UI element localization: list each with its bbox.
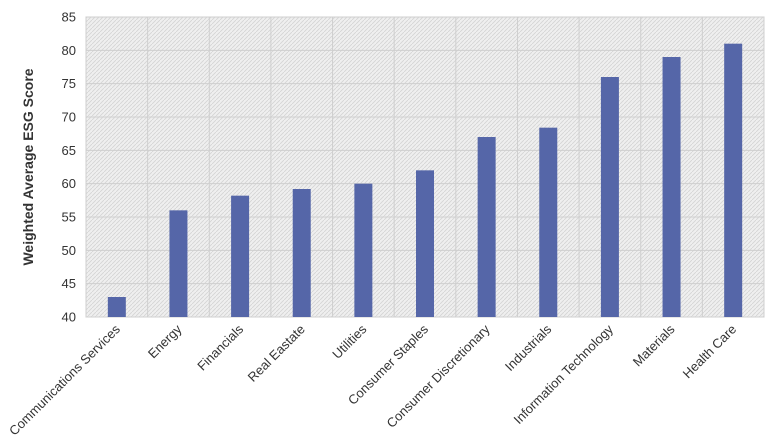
y-tick-label: 85 <box>62 10 76 25</box>
x-tick-label: Communications Services <box>6 321 123 438</box>
gridlines <box>85 16 765 318</box>
y-axis-label: Weighted Average ESG Score <box>20 68 36 265</box>
y-tick-label: 45 <box>62 276 76 291</box>
x-tick-label: Real Eastate <box>245 322 308 385</box>
x-tick-label: Health Care <box>680 322 740 382</box>
bar <box>354 183 373 317</box>
x-tick-label: Materials <box>630 321 678 369</box>
bar <box>292 189 311 317</box>
bar <box>662 57 681 317</box>
x-tick-label: Consumer Discretionary <box>384 321 494 431</box>
y-tick-label: 65 <box>62 143 76 158</box>
y-axis-ticks: 40 45 50 55 60 65 70 75 80 85 <box>62 10 76 325</box>
x-tick-label: Utilities <box>329 321 370 362</box>
x-axis-ticks: Communications Services Energy FinancialsR… <box>6 321 739 438</box>
y-tick-label: 75 <box>62 76 76 91</box>
bar <box>231 195 250 317</box>
x-tick-label: Information Technology <box>511 321 617 427</box>
x-tick-label: Industrials <box>502 321 555 374</box>
bar <box>724 43 743 318</box>
y-tick-label: 60 <box>62 176 76 191</box>
x-tick-label: Financials <box>194 321 246 373</box>
y-tick-label: 40 <box>62 310 76 325</box>
bar <box>539 127 558 318</box>
bars <box>107 43 743 318</box>
y-tick-label: 80 <box>62 43 76 58</box>
y-tick-label: 55 <box>62 210 76 225</box>
y-tick-label: 50 <box>62 243 76 258</box>
x-tick-label: Energy <box>145 321 185 361</box>
bar <box>416 170 434 317</box>
y-tick-label: 70 <box>62 110 76 125</box>
bar <box>169 210 188 317</box>
bar <box>600 77 619 317</box>
bar <box>477 137 496 317</box>
bar <box>107 297 126 317</box>
